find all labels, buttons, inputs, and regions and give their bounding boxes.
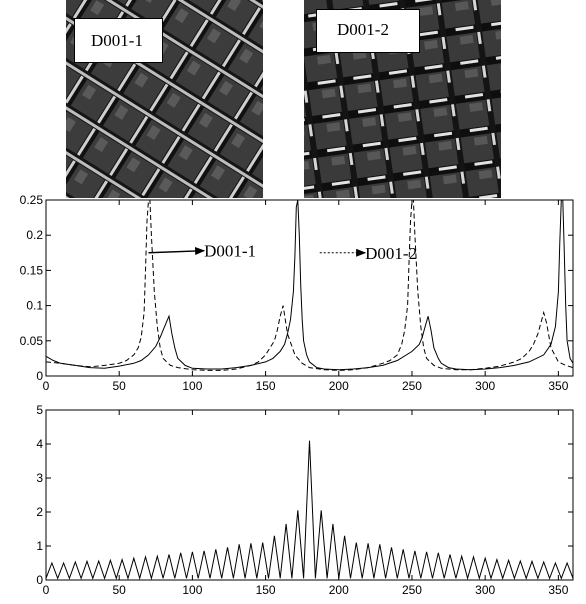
series-line-dashed	[46, 200, 573, 371]
x-tick-label: 100	[182, 583, 202, 597]
spectrum-chart: 0 50 100 150 200 250 300 350 0 0.05 0.1 0.15 0.2 0.25…	[20, 193, 574, 393]
y-tick-label: 0.1	[26, 299, 43, 313]
x-tick-label: 350	[548, 379, 568, 393]
x-tick-label: 300	[475, 583, 495, 597]
image-label-text: D001-2	[337, 20, 389, 39]
y-tick-label: 2	[36, 505, 43, 519]
x-tick-label: 0	[43, 583, 50, 597]
x-tick-label: 50	[113, 583, 127, 597]
x-tick-label: 0	[43, 379, 50, 393]
plot-frame	[45, 199, 574, 377]
y-tick-label: 0	[36, 369, 43, 383]
x-tick-label: 150	[256, 379, 276, 393]
series-line-solid	[45, 440, 574, 581]
y-tick-label: 4	[36, 437, 43, 451]
plot-frame	[45, 409, 574, 581]
y-tick-label: 1	[36, 539, 43, 553]
y-tick-label: 0.15	[20, 263, 44, 277]
x-tick-label: 300	[475, 379, 495, 393]
y-tick-label: 0.05	[20, 334, 44, 348]
image-label-d001-2: D001-2	[316, 9, 420, 53]
x-tick-label: 150	[256, 583, 276, 597]
image-label-d001-1: D001-1	[74, 18, 163, 63]
x-tick-label: 250	[402, 583, 422, 597]
y-tick-label: 5	[36, 403, 43, 417]
series-line-solid	[46, 200, 573, 371]
autocorrelation-chart: 0 50 100 150 200 250 300 350 0 1 2 3 4 5	[36, 403, 574, 597]
annotation-arrow	[148, 247, 206, 256]
x-tick-label: 250	[402, 379, 422, 393]
x-tick-label: 200	[329, 583, 349, 597]
x-tick-label: 350	[548, 583, 568, 597]
y-tick-label: 0	[36, 573, 43, 587]
x-tick-label: 200	[329, 379, 349, 393]
x-tick-label: 100	[182, 379, 202, 393]
y-tick-label: 0.25	[20, 193, 44, 207]
annotation-label: D001-2	[365, 244, 417, 263]
y-tick-label: 3	[36, 471, 43, 485]
image-label-text: D001-1	[91, 31, 143, 50]
x-tick-label: 50	[113, 379, 127, 393]
y-tick-label: 0.2	[26, 228, 43, 242]
annotation-label: D001-1	[204, 242, 256, 261]
